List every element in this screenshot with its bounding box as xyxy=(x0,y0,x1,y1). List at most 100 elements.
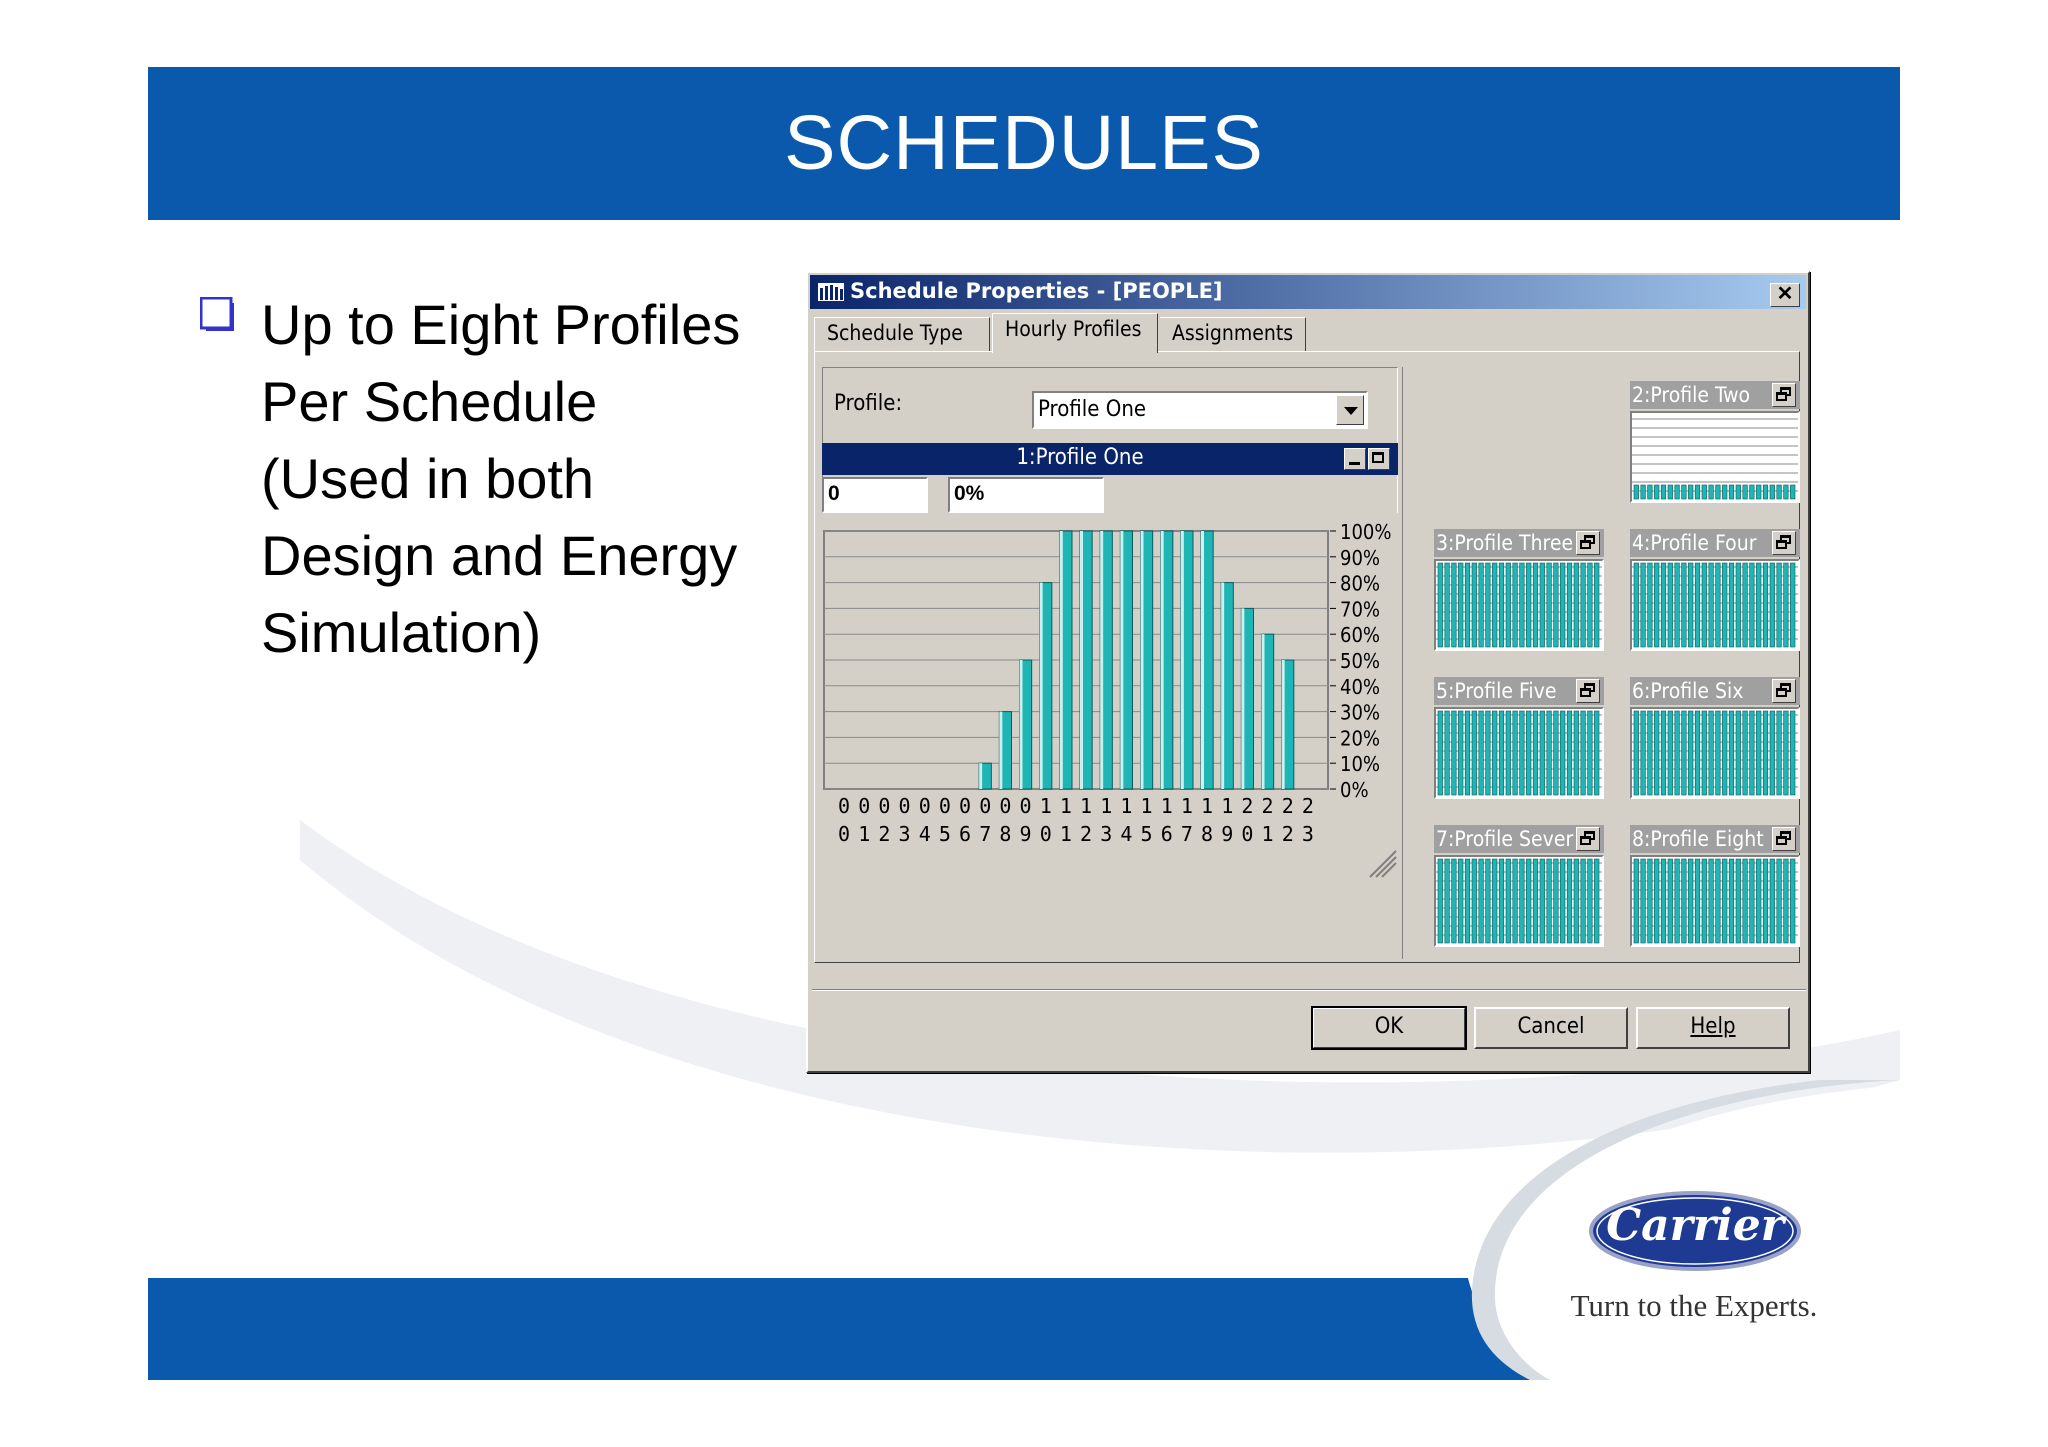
thumbnail-title[interactable]: 2:Profile Two xyxy=(1630,381,1800,409)
x-tick-label: 7 xyxy=(1181,822,1193,846)
thumbnail-title[interactable]: 3:Profile Three xyxy=(1434,529,1604,557)
thumbnail-bar xyxy=(1708,484,1714,500)
thumbnail-bar xyxy=(1735,858,1741,944)
help-button[interactable]: Help xyxy=(1636,1007,1790,1049)
thumbnail-title[interactable]: 7:Profile Sever xyxy=(1434,825,1604,853)
dialog-titlebar[interactable]: Schedule Properties - [PEOPLE] ✕ xyxy=(810,275,1806,309)
tab-assignments[interactable]: Assignments xyxy=(1160,317,1306,351)
thumbnail-bar xyxy=(1539,858,1545,944)
thumbnail-bar xyxy=(1594,710,1600,796)
x-tick-label: 2 xyxy=(1241,794,1253,818)
bullet-line: Design and Energy xyxy=(261,524,738,587)
minimize-icon[interactable] xyxy=(1344,448,1366,470)
bar-highlight xyxy=(999,711,1003,789)
y-tick-label: 10% xyxy=(1340,752,1380,776)
thumbnail-bar xyxy=(1742,858,1748,944)
thumbnail-bar xyxy=(1647,710,1653,796)
maximize-icon[interactable] xyxy=(1368,448,1390,470)
cancel-button[interactable]: Cancel xyxy=(1474,1007,1628,1049)
restore-icon[interactable] xyxy=(1772,679,1796,703)
x-tick-label: 1 xyxy=(1161,794,1173,818)
thumbnail-label: 3:Profile Three xyxy=(1436,531,1574,555)
close-button[interactable]: ✕ xyxy=(1770,283,1800,307)
ok-button[interactable]: OK xyxy=(1311,1006,1467,1050)
bar xyxy=(1160,530,1174,790)
thumbnail-bar xyxy=(1512,562,1518,648)
thumbnail-title[interactable]: 5:Profile Five xyxy=(1434,677,1604,705)
thumbnail-graph[interactable] xyxy=(1434,559,1604,651)
bar xyxy=(1039,582,1053,790)
thumbnail-bar xyxy=(1539,710,1545,796)
thumbnail-title[interactable]: 8:Profile Eight xyxy=(1630,825,1800,853)
thumbnail-bar xyxy=(1594,562,1600,648)
thumbnail-bars xyxy=(1632,710,1798,796)
thumbnail-bar xyxy=(1471,858,1477,944)
thumbnail-graph[interactable] xyxy=(1630,411,1800,503)
bar-highlight xyxy=(1019,660,1023,789)
logo-tagline: Turn to the Experts. xyxy=(1570,1288,1818,1323)
thumbnail-bar xyxy=(1532,562,1539,648)
thumbnail-bar xyxy=(1688,858,1694,944)
bar-highlight xyxy=(1039,582,1043,789)
thumbnail-bar xyxy=(1722,710,1728,796)
x-tick-label: 0 xyxy=(899,794,911,818)
thumbnail-bar xyxy=(1688,484,1694,500)
restore-icon[interactable] xyxy=(1576,531,1600,555)
footer-band xyxy=(148,1278,1900,1380)
profile-dropdown-value: Profile One xyxy=(1038,397,1147,422)
profile-dropdown[interactable]: Profile One xyxy=(1032,391,1368,429)
x-tick-label: 2 xyxy=(1282,822,1294,846)
x-tick-label: 2 xyxy=(1262,794,1274,818)
x-tick-label: 0 xyxy=(838,822,850,846)
restore-icon[interactable] xyxy=(1576,827,1600,851)
thumbnail-bar xyxy=(1498,858,1505,944)
thumbnail-bar xyxy=(1633,562,1639,648)
thumbnail-title[interactable]: 4:Profile Four xyxy=(1630,529,1800,557)
thumbnail-label: 4:Profile Four xyxy=(1632,531,1757,555)
tab-schedule-type[interactable]: Schedule Type xyxy=(814,317,990,351)
thumbnail-bar xyxy=(1769,710,1775,796)
thumbnail-bar xyxy=(1580,710,1586,796)
restore-icon[interactable] xyxy=(1772,827,1796,851)
restore-icon[interactable] xyxy=(1772,383,1796,407)
tab-hourly-profiles[interactable]: Hourly Profiles xyxy=(992,313,1158,353)
thumbnail-graph[interactable] xyxy=(1630,855,1800,947)
thumbnail-bar xyxy=(1681,484,1687,500)
resize-grip-icon xyxy=(1375,856,1397,878)
thumbnail-title[interactable]: 6:Profile Six xyxy=(1630,677,1800,705)
chevron-down-icon[interactable] xyxy=(1336,395,1364,425)
bar-highlight xyxy=(1080,531,1083,789)
thumbnail-graph[interactable] xyxy=(1630,559,1800,651)
x-tick-label: 0 xyxy=(838,794,850,818)
bar-highlight xyxy=(1281,660,1285,789)
resize-grip-icon xyxy=(1381,862,1397,878)
thumbnail-bar xyxy=(1762,858,1769,944)
y-tick-label: 70% xyxy=(1340,597,1380,621)
restore-icon[interactable] xyxy=(1772,531,1796,555)
hour-field[interactable]: 0 xyxy=(822,477,928,513)
thumbnail-label: 2:Profile Two xyxy=(1632,383,1751,407)
x-tick-label: 1 xyxy=(1181,794,1193,818)
thumbnail-bar xyxy=(1783,710,1789,796)
hourly-profile-chart[interactable]: 100%90%80%70%60%50%40%30%20%10%0%0001020… xyxy=(822,513,1398,881)
thumbnail-bar xyxy=(1633,858,1639,944)
thumbnail-bar xyxy=(1532,858,1539,944)
thumbnail-bar xyxy=(1633,710,1639,796)
bullet-text: Up to Eight Profiles Per Schedule (Used … xyxy=(261,286,781,671)
thumbnail-bar xyxy=(1776,562,1782,648)
thumbnail-bar xyxy=(1505,858,1511,944)
bar-highlight xyxy=(1201,531,1204,789)
thumbnail-bar xyxy=(1722,562,1728,648)
value-field[interactable]: 0% xyxy=(948,477,1104,513)
restore-icon[interactable] xyxy=(1576,679,1600,703)
thumbnail-bar xyxy=(1667,858,1673,944)
thumbnail-bar xyxy=(1451,858,1457,944)
schedule-properties-dialog: Schedule Properties - [PEOPLE] ✕ Schedul… xyxy=(806,271,1810,1073)
thumbnail-graph[interactable] xyxy=(1434,855,1604,947)
thumbnail-bar xyxy=(1546,858,1552,944)
thumbnail-bar xyxy=(1722,484,1728,500)
thumbnail-bar xyxy=(1769,562,1775,648)
thumbnail-graph[interactable] xyxy=(1630,707,1800,799)
thumbnail-graph[interactable] xyxy=(1434,707,1604,799)
thumbnail-bar xyxy=(1762,710,1769,796)
